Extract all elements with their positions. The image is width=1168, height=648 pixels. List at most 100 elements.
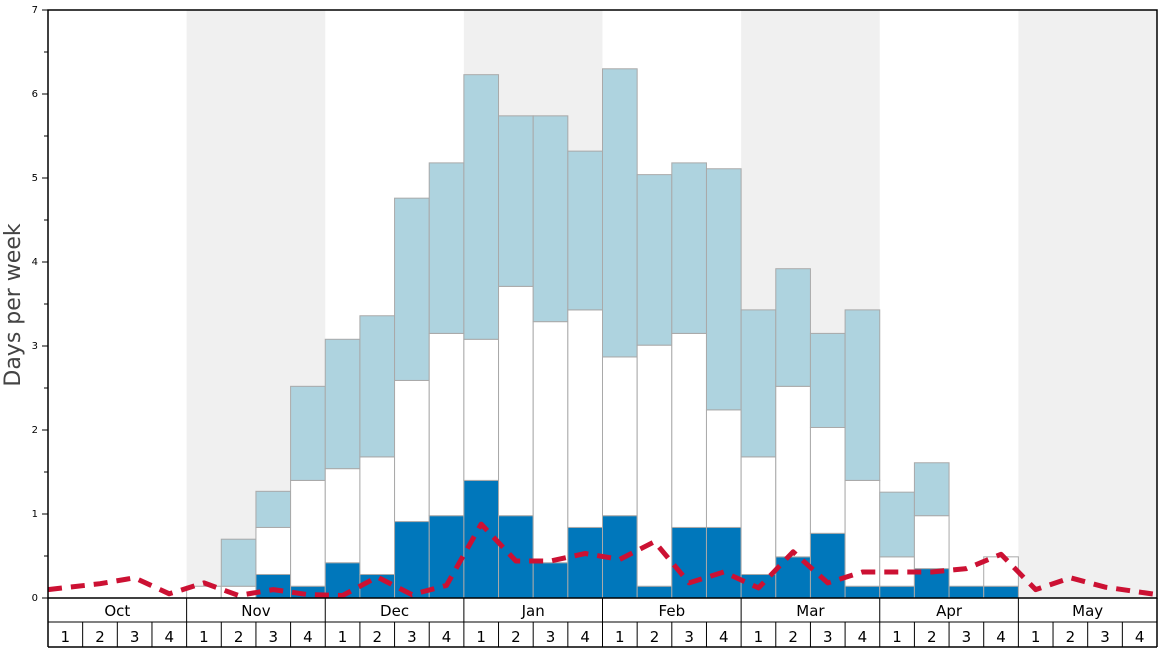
bar-12-segment-1 bbox=[463, 338, 500, 481]
y-tick-label: 1 bbox=[32, 509, 38, 520]
week-label: 1 bbox=[61, 628, 71, 646]
week-label: 4 bbox=[996, 628, 1006, 646]
bar-25-segment-1 bbox=[913, 515, 950, 570]
week-label: 3 bbox=[962, 628, 972, 646]
bar-17-segment-2 bbox=[636, 174, 673, 346]
bar-14-segment-0 bbox=[532, 562, 569, 599]
y-tick-label: 6 bbox=[32, 89, 38, 100]
bar-27-segment-0 bbox=[983, 585, 1019, 599]
week-label: 1 bbox=[754, 628, 764, 646]
bar-11-segment-2 bbox=[428, 162, 465, 334]
week-label: 2 bbox=[650, 628, 660, 646]
bar-16-segment-2 bbox=[602, 68, 638, 358]
bar-6-segment-2 bbox=[255, 490, 292, 528]
bar-7-segment-1 bbox=[290, 479, 326, 587]
y-tick-label: 3 bbox=[32, 341, 38, 352]
y-tick-label: 7 bbox=[32, 5, 38, 16]
week-label: 1 bbox=[615, 628, 625, 646]
bar-20-segment-1 bbox=[740, 456, 777, 575]
bar-15-segment-1 bbox=[567, 309, 603, 528]
bar-24-segment-2 bbox=[879, 491, 915, 558]
bar-22-segment-2 bbox=[809, 332, 846, 428]
bar-11-segment-1 bbox=[428, 332, 465, 517]
bar-10-segment-2 bbox=[394, 197, 430, 381]
week-label: 2 bbox=[788, 628, 798, 646]
week-label: 3 bbox=[407, 628, 417, 646]
month-label-oct: Oct bbox=[104, 602, 130, 620]
month-shade-may bbox=[1018, 10, 1157, 598]
week-label: 4 bbox=[303, 628, 313, 646]
week-label: 4 bbox=[165, 628, 175, 646]
week-label: 3 bbox=[130, 628, 140, 646]
month-label-nov: Nov bbox=[241, 602, 270, 620]
month-label-feb: Feb bbox=[659, 602, 686, 620]
trend-line bbox=[47, 521, 1158, 598]
week-label: 3 bbox=[268, 628, 278, 646]
week-label: 3 bbox=[546, 628, 556, 646]
month-label-dec: Dec bbox=[380, 602, 409, 620]
bar-23-segment-1 bbox=[844, 479, 881, 587]
week-label: 1 bbox=[338, 628, 348, 646]
bar-9-segment-1 bbox=[359, 456, 396, 575]
week-label: 3 bbox=[1100, 628, 1110, 646]
week-label: 1 bbox=[476, 628, 486, 646]
axes: 0 1 2 3 4 5 6 7 Oct 1 2 3 4 Nov 1 2 3 4 Dec 1 2 3 4 Jan 1 2 3 4 Feb 1… bbox=[32, 5, 1158, 648]
week-label: 3 bbox=[684, 628, 694, 646]
bar-13-segment-0 bbox=[498, 515, 534, 599]
bar-23-segment-0 bbox=[844, 585, 881, 599]
bar-6-segment-1 bbox=[255, 526, 292, 575]
bar-18-segment-1 bbox=[671, 332, 707, 528]
week-label: 4 bbox=[442, 628, 452, 646]
week-label: 2 bbox=[234, 628, 244, 646]
month-label-apr: Apr bbox=[936, 602, 963, 620]
bar-24-segment-0 bbox=[879, 585, 915, 599]
bar-12-segment-2 bbox=[463, 74, 500, 340]
week-label: 2 bbox=[927, 628, 937, 646]
trend-series-line bbox=[47, 521, 1158, 598]
bar-22-segment-1 bbox=[809, 426, 846, 534]
bar-19-segment-2 bbox=[705, 168, 742, 411]
bar-25-segment-2 bbox=[913, 462, 950, 517]
bar-15-segment-0 bbox=[567, 526, 603, 599]
bar-16-segment-1 bbox=[602, 356, 638, 517]
week-label: 1 bbox=[892, 628, 902, 646]
week-label: 2 bbox=[372, 628, 382, 646]
bar-26-segment-0 bbox=[948, 585, 985, 599]
bar-23-segment-2 bbox=[844, 309, 881, 481]
week-label: 3 bbox=[823, 628, 833, 646]
week-label: 1 bbox=[199, 628, 209, 646]
bar-20-segment-2 bbox=[740, 309, 777, 458]
month-label-jan: Jan bbox=[521, 602, 545, 620]
bar-17-segment-0 bbox=[636, 585, 673, 599]
bar-13-segment-2 bbox=[498, 115, 534, 287]
week-label: 4 bbox=[1135, 628, 1145, 646]
week-label: 2 bbox=[511, 628, 521, 646]
bar-18-segment-0 bbox=[671, 526, 707, 599]
y-tick-label: 0 bbox=[32, 593, 38, 604]
bar-21-segment-1 bbox=[775, 385, 811, 558]
bar-10-segment-1 bbox=[394, 379, 430, 523]
bar-8-segment-1 bbox=[324, 468, 361, 564]
week-label: 4 bbox=[580, 628, 590, 646]
bar-15-segment-2 bbox=[567, 150, 603, 311]
bar-13-segment-1 bbox=[498, 285, 534, 517]
month-label-mar: Mar bbox=[796, 602, 825, 620]
bar-21-segment-2 bbox=[775, 268, 811, 387]
bar-14-segment-1 bbox=[532, 321, 569, 564]
week-label: 1 bbox=[1031, 628, 1041, 646]
y-tick-label: 2 bbox=[32, 425, 38, 436]
bar-10-segment-0 bbox=[394, 521, 430, 599]
month-label-may: May bbox=[1072, 602, 1103, 620]
week-label: 4 bbox=[858, 628, 868, 646]
y-axis-label: Days per week bbox=[1, 223, 26, 386]
bar-14-segment-2 bbox=[532, 115, 569, 323]
bar-19-segment-0 bbox=[705, 526, 742, 599]
bar-6-segment-0 bbox=[255, 573, 292, 599]
week-label: 2 bbox=[95, 628, 105, 646]
bar-8-segment-2 bbox=[324, 338, 361, 470]
bar-7-segment-2 bbox=[290, 385, 326, 481]
y-tick-label: 4 bbox=[32, 257, 38, 268]
week-label: 2 bbox=[1066, 628, 1076, 646]
bar-18-segment-2 bbox=[671, 162, 707, 334]
